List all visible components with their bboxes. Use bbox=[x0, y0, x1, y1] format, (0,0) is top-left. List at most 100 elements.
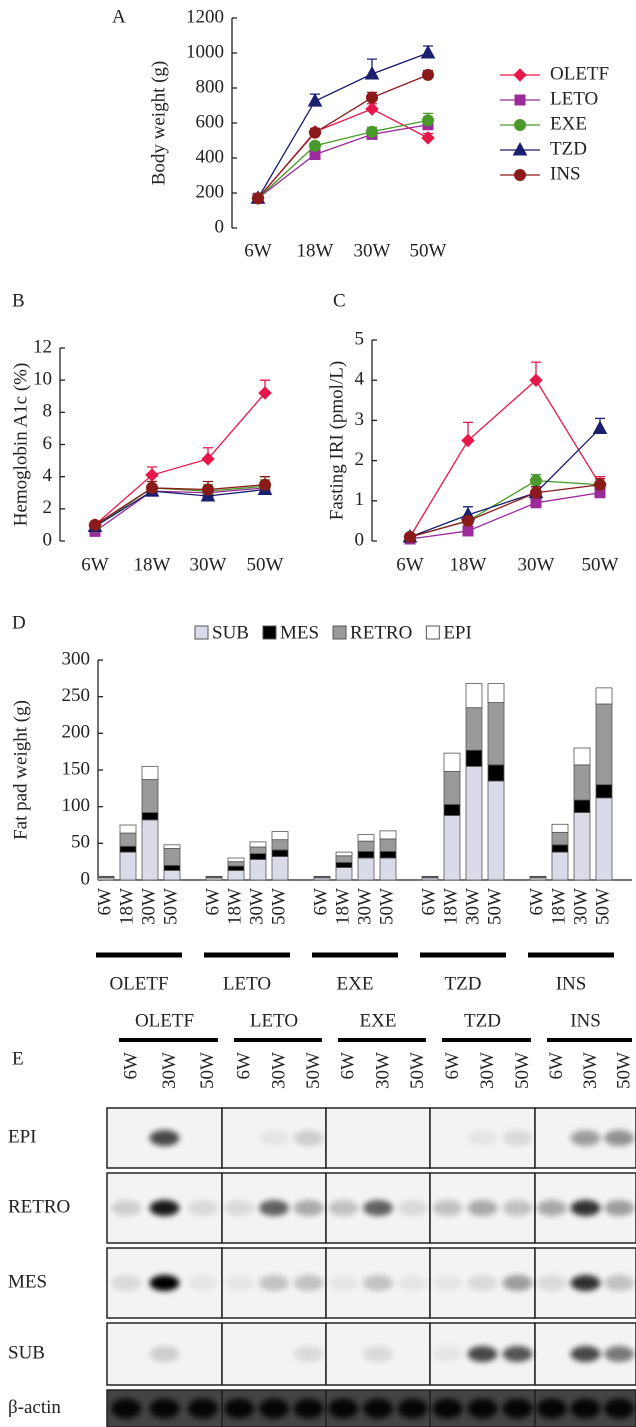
group-label: INS bbox=[556, 973, 587, 994]
blot-band bbox=[150, 1275, 180, 1291]
bar-segment bbox=[336, 852, 352, 856]
x-tick-label: 50W bbox=[582, 554, 619, 575]
row-label: SUB bbox=[8, 1342, 45, 1363]
lane-label: 6W bbox=[234, 1052, 255, 1080]
x-tick-label: 18W bbox=[332, 888, 353, 925]
blot-band bbox=[604, 1130, 634, 1146]
blot-band bbox=[537, 1200, 567, 1216]
series-line bbox=[258, 120, 428, 198]
group-label: OLETF bbox=[109, 973, 168, 994]
bar-segment bbox=[488, 781, 504, 880]
bar-segment bbox=[250, 859, 266, 880]
panel-label: B bbox=[12, 290, 25, 311]
y-tick-label: 1000 bbox=[186, 41, 224, 62]
bar-segment bbox=[552, 852, 568, 880]
x-tick-label: 30W bbox=[570, 888, 591, 925]
legend-label: INS bbox=[550, 163, 581, 184]
bar-segment bbox=[380, 858, 396, 880]
group-label: INS bbox=[570, 1010, 601, 1031]
bar-segment bbox=[142, 820, 158, 880]
blot-band bbox=[150, 1130, 180, 1146]
y-tick-label: 400 bbox=[196, 146, 225, 167]
bar-segment bbox=[120, 825, 136, 833]
bar-segment bbox=[466, 683, 482, 707]
blot-band bbox=[259, 1275, 289, 1291]
lane-label: 50W bbox=[407, 1052, 428, 1089]
marker bbox=[366, 67, 379, 79]
row-label: β-actin bbox=[8, 1397, 61, 1418]
bar-segment bbox=[250, 842, 266, 847]
panel-label: D bbox=[12, 612, 26, 633]
y-tick-label: 50 bbox=[71, 832, 90, 853]
x-tick-label: 30W bbox=[138, 888, 159, 925]
blot-band bbox=[363, 1346, 393, 1362]
y-tick-label: 5 bbox=[355, 328, 365, 349]
row-label: MES bbox=[8, 1271, 47, 1292]
marker bbox=[422, 46, 435, 58]
legend-label: SUB bbox=[212, 622, 249, 643]
bar-segment bbox=[142, 813, 158, 820]
blot-band bbox=[571, 1130, 601, 1146]
y-tick-label: 2 bbox=[43, 497, 53, 518]
bar-segment bbox=[488, 683, 504, 702]
blot-band bbox=[224, 1275, 254, 1291]
blot-band bbox=[188, 1275, 218, 1291]
y-tick-label: 1200 bbox=[186, 6, 224, 27]
blot-band bbox=[363, 1399, 393, 1419]
bar-segment bbox=[358, 841, 374, 851]
x-tick-label: 50W bbox=[410, 240, 447, 261]
marker bbox=[203, 484, 214, 495]
group-label: OLETF bbox=[135, 1010, 194, 1031]
x-tick-label: 18W bbox=[450, 554, 487, 575]
blot-band bbox=[259, 1399, 289, 1419]
y-tick-label: 300 bbox=[62, 648, 91, 669]
panel-label: E bbox=[12, 1048, 24, 1069]
blot-band bbox=[468, 1399, 498, 1419]
blot-band bbox=[433, 1399, 463, 1419]
bar-segment bbox=[596, 798, 612, 880]
x-tick-label: 18W bbox=[224, 888, 245, 925]
marker bbox=[367, 126, 378, 137]
blot-band bbox=[604, 1346, 634, 1362]
legend-swatch bbox=[263, 626, 276, 639]
bar-segment bbox=[552, 832, 568, 844]
bar-segment bbox=[380, 851, 396, 858]
blot-band bbox=[150, 1346, 180, 1362]
blot-band bbox=[468, 1200, 498, 1216]
x-tick-label: 18W bbox=[440, 888, 461, 925]
blot-band bbox=[398, 1275, 428, 1291]
lane-label: 6W bbox=[338, 1052, 359, 1080]
bar-segment bbox=[336, 862, 352, 867]
marker bbox=[147, 482, 158, 493]
bar-segment bbox=[228, 870, 244, 880]
x-tick-label: 6W bbox=[202, 888, 223, 916]
blot-band bbox=[294, 1399, 324, 1419]
bar-segment bbox=[120, 833, 136, 846]
bar-segment bbox=[552, 824, 568, 832]
bar-segment bbox=[444, 771, 460, 804]
blot-band bbox=[259, 1130, 289, 1146]
marker bbox=[531, 475, 542, 486]
blot-band bbox=[188, 1200, 218, 1216]
bar-segment bbox=[444, 804, 460, 815]
y-tick-label: 200 bbox=[196, 181, 225, 202]
blot-band bbox=[150, 1399, 180, 1419]
legend-label: EPI bbox=[443, 622, 472, 643]
series-line bbox=[258, 75, 428, 198]
marker bbox=[405, 531, 416, 542]
y-tick-label: 4 bbox=[43, 465, 53, 486]
marker bbox=[366, 103, 378, 115]
y-tick-label: 0 bbox=[355, 529, 365, 550]
y-tick-label: 0 bbox=[43, 529, 53, 550]
bar-segment bbox=[164, 870, 180, 880]
bar-segment bbox=[358, 851, 374, 858]
group-label: EXE bbox=[337, 973, 374, 994]
bar-segment bbox=[142, 766, 158, 779]
lane-label: 50W bbox=[512, 1052, 533, 1089]
y-tick-label: 250 bbox=[62, 685, 91, 706]
bar-segment bbox=[380, 839, 396, 851]
bar-segment bbox=[272, 850, 288, 857]
marker bbox=[463, 515, 474, 526]
marker bbox=[515, 120, 526, 131]
y-axis-label: Body weight (g) bbox=[148, 61, 169, 186]
